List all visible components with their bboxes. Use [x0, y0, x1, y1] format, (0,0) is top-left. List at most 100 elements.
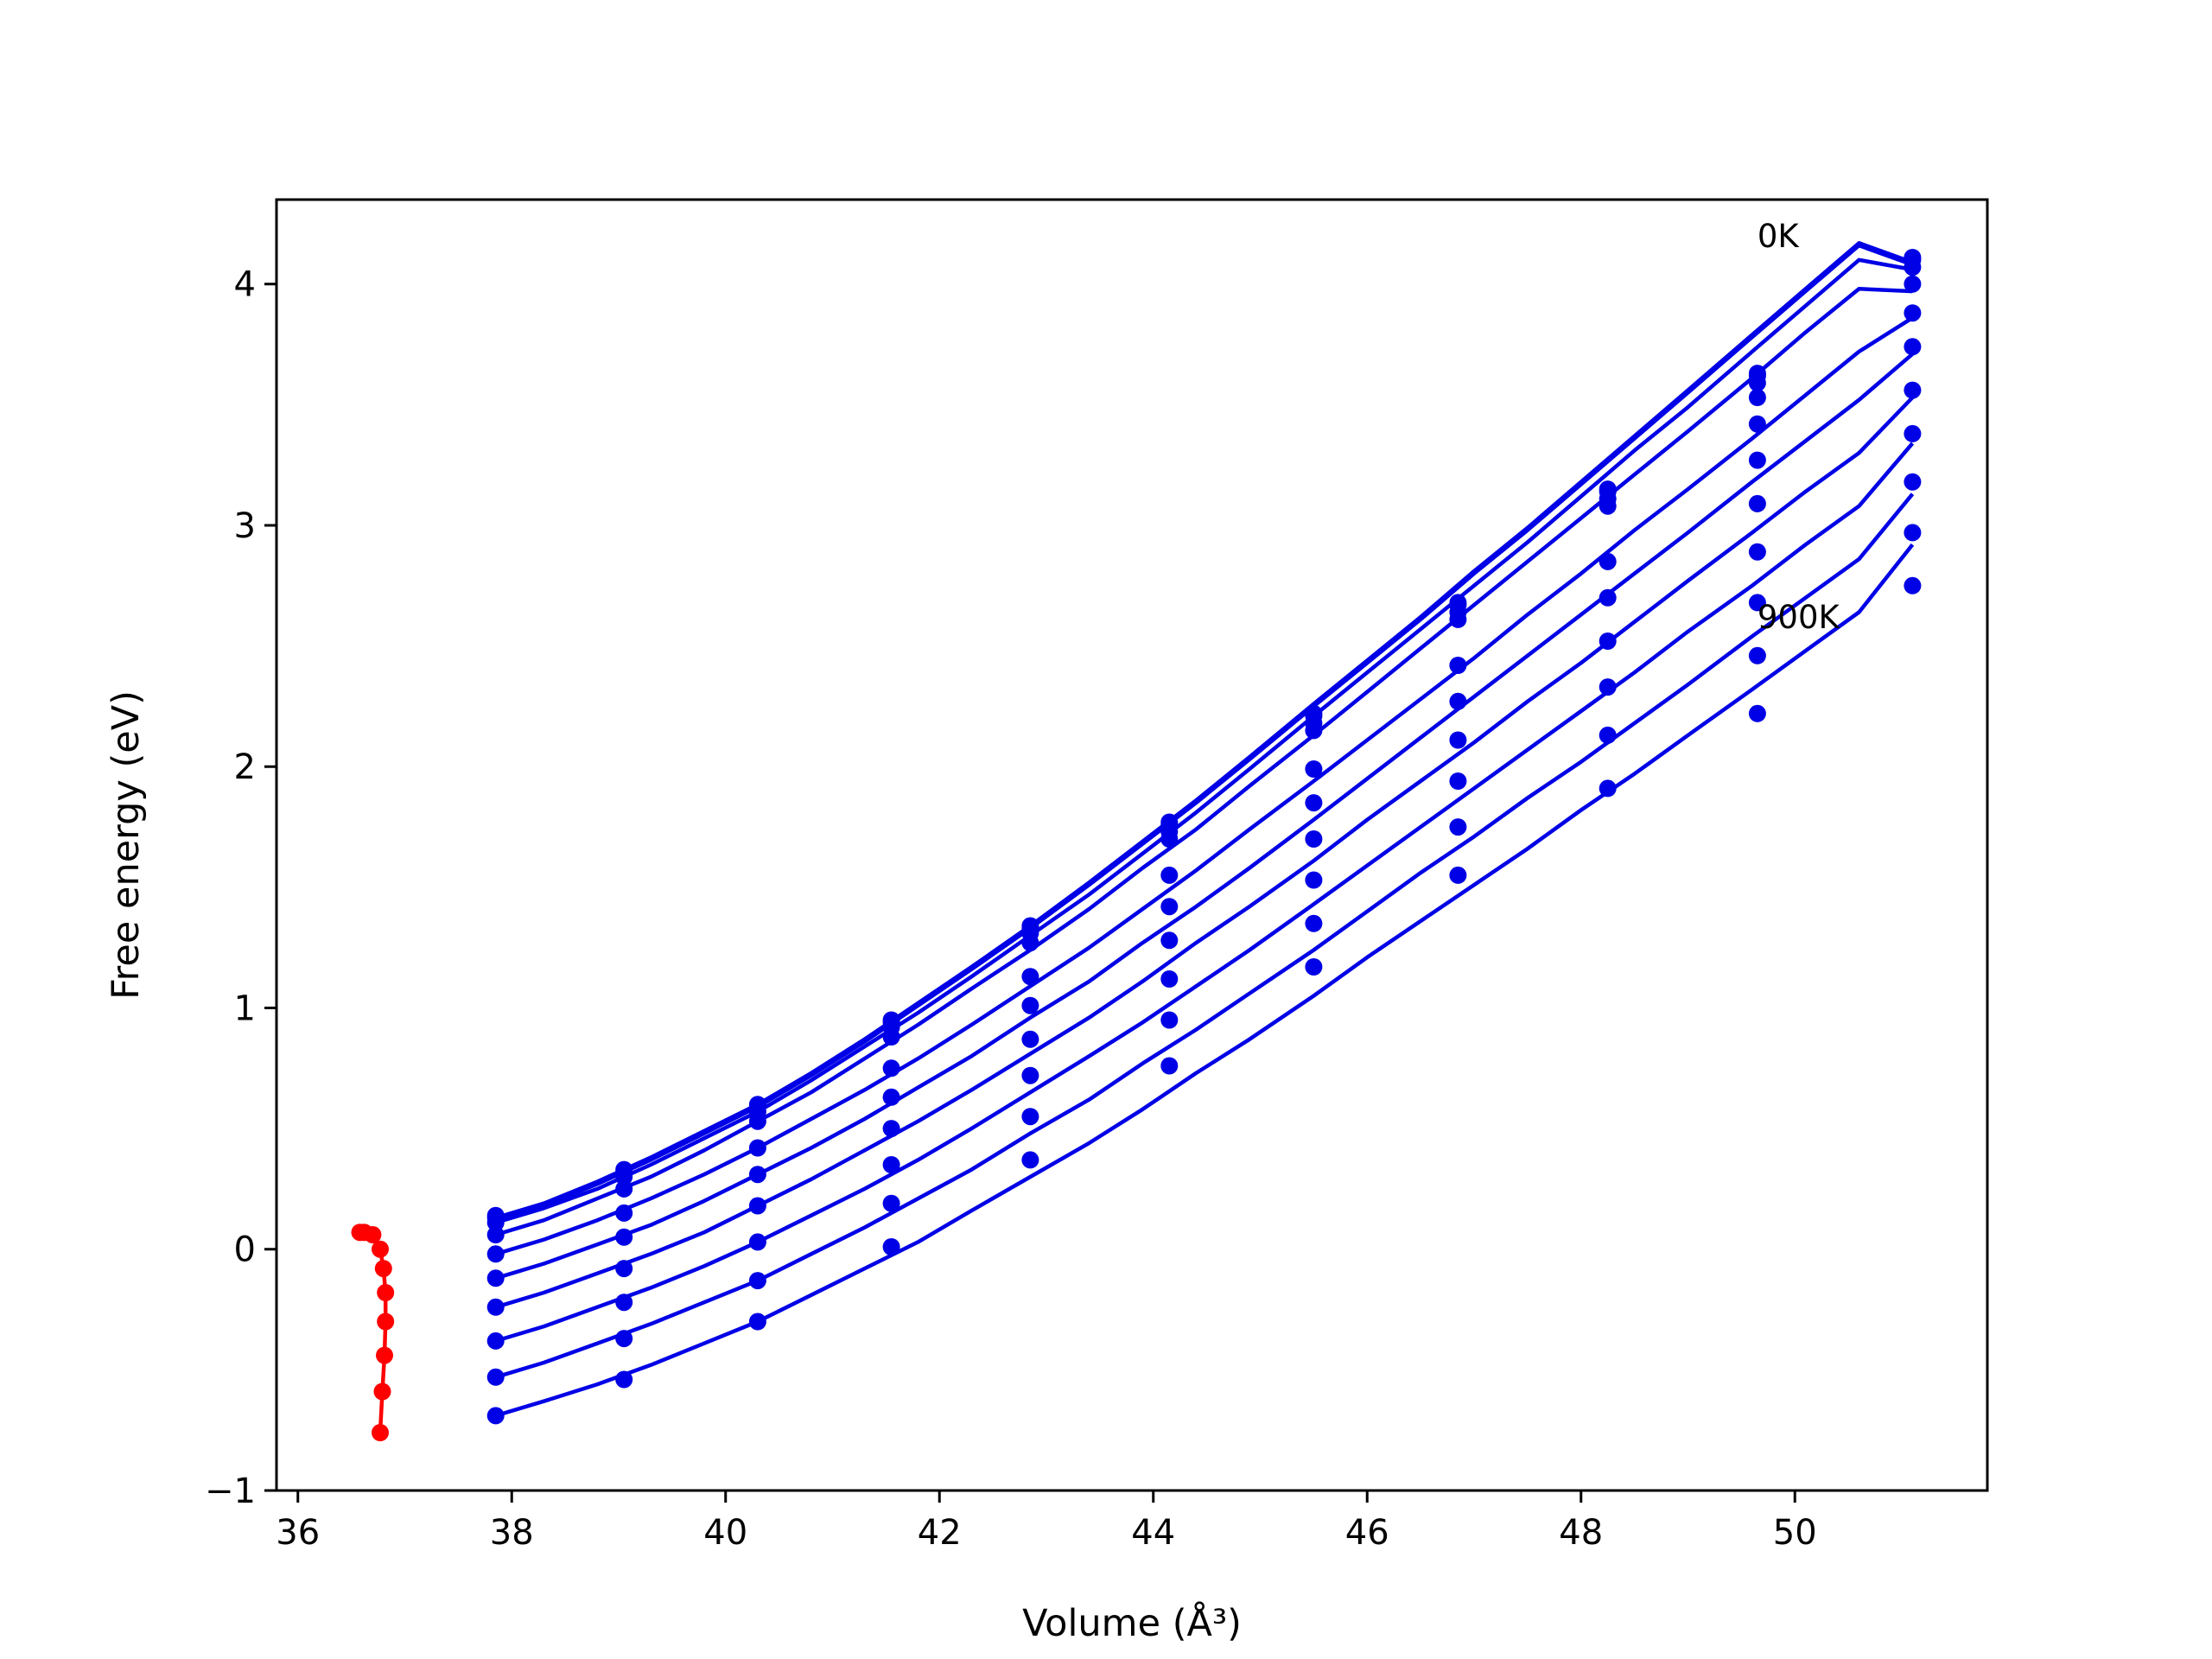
series-8-point-8: [1599, 726, 1617, 744]
series-5-point-7: [1449, 692, 1467, 710]
annotation-0k: 0K: [1758, 218, 1801, 255]
series-5-point-5: [1160, 898, 1179, 916]
plot-frame: [275, 198, 1989, 1492]
minimum-path-point-4: [374, 1260, 392, 1278]
series-6-point-2: [748, 1197, 766, 1215]
series-9-point-8: [1599, 779, 1617, 798]
x-tick-label-1: 38: [490, 1513, 534, 1553]
x-axis-label: Volume (Å³): [1022, 1601, 1242, 1645]
series-3-point-8: [1599, 497, 1617, 515]
y-tick-label-5: 4: [234, 265, 256, 305]
minimum-path-layer: [351, 1224, 395, 1441]
series-5-point-9: [1748, 451, 1766, 469]
series-4-point-4: [1021, 968, 1039, 986]
series-7-fit-line: [495, 442, 1915, 1344]
series-6-point-3: [882, 1120, 900, 1138]
y-tick-label-2: 1: [234, 988, 256, 1028]
series-3-point-3: [882, 1028, 900, 1046]
series-3-point-5: [1160, 830, 1179, 848]
series-6: [486, 381, 1922, 1316]
series-2-point-1: [615, 1168, 633, 1185]
series-3: [486, 275, 1922, 1243]
series-7-point-3: [882, 1156, 900, 1173]
series-5-point-0: [486, 1269, 505, 1287]
series-7-point-7: [1449, 772, 1467, 790]
series-7-point-5: [1160, 970, 1179, 988]
series-3-point-10: [1904, 275, 1922, 293]
series-3-point-7: [1449, 610, 1467, 628]
series-5-point-8: [1599, 588, 1617, 607]
series-5-point-4: [1021, 996, 1039, 1014]
x-axis-ticks: 36 38 40 42 44 46 48 50: [276, 1491, 1817, 1553]
series-4-point-3: [882, 1059, 900, 1077]
y-tick-label-1: 0: [234, 1230, 256, 1270]
series-8: [486, 473, 1922, 1386]
minimum-path-point-8: [373, 1382, 391, 1401]
x-tick-label-6: 48: [1559, 1513, 1603, 1553]
series-9-point-0: [486, 1407, 505, 1425]
series-3-fit-line: [495, 287, 1913, 1237]
series-2-point-0: [486, 1214, 505, 1231]
series-3-point-0: [486, 1226, 505, 1243]
series-3-point-6: [1305, 721, 1323, 740]
series-5-fit-line: [495, 352, 1914, 1281]
y-tick-label-3: 2: [234, 747, 256, 787]
series-6-point-4: [1021, 1030, 1039, 1048]
series-9-point-2: [748, 1313, 766, 1331]
x-tick-label-0: 36: [276, 1513, 320, 1553]
series-6-point-6: [1305, 830, 1323, 848]
minimum-path-point-2: [364, 1226, 382, 1243]
series-10-point-9: [1748, 704, 1766, 722]
series-8-point-3: [882, 1194, 900, 1212]
series-8-point-5: [1160, 1011, 1179, 1029]
series-9-point-1: [615, 1370, 633, 1389]
series-6-point-1: [615, 1260, 633, 1278]
x-tick-label-3: 42: [918, 1513, 962, 1553]
series-3-point-9: [1748, 389, 1766, 406]
series-8-point-2: [748, 1272, 766, 1290]
series-1-fit-line: [495, 243, 1914, 1223]
series-6-point-7: [1449, 731, 1467, 749]
series-4-point-6: [1305, 760, 1323, 778]
x-tick-label-4: 44: [1131, 1513, 1175, 1553]
series-5-point-3: [882, 1088, 900, 1106]
series-7-point-4: [1021, 1066, 1039, 1084]
series-9-point-3: [882, 1238, 900, 1255]
series-4-point-5: [1160, 866, 1179, 884]
series-8-point-0: [486, 1368, 505, 1386]
series-2-fit-line: [495, 257, 1913, 1225]
x-tick-label-5: 46: [1345, 1513, 1389, 1553]
series-9-point-5: [1160, 1057, 1179, 1075]
series-3-point-4: [1021, 934, 1039, 952]
series-9-point-10: [1904, 524, 1922, 542]
series-7-point-6: [1305, 871, 1323, 889]
annotation-900k: 900K: [1758, 599, 1841, 636]
series-8-point-4: [1021, 1108, 1039, 1126]
series-9-point-6: [1305, 958, 1323, 976]
series-6-fit-line: [495, 396, 1915, 1309]
series-4-point-9: [1748, 415, 1766, 433]
series-7-point-1: [615, 1294, 633, 1312]
y-tick-label-4: 3: [234, 506, 256, 546]
y-axis-label: Free energy (eV): [105, 690, 148, 1000]
series-3-point-1: [615, 1179, 633, 1198]
y-tick-label-0: −1: [205, 1471, 256, 1511]
series-6-point-8: [1599, 632, 1617, 650]
series-5-point-1: [615, 1228, 633, 1246]
x-tick-label-7: 50: [1773, 1513, 1817, 1553]
minimum-path-point-6: [377, 1313, 395, 1331]
series-8-fit-line: [495, 493, 1915, 1379]
series-4-point-7: [1449, 657, 1467, 674]
minimum-path-point-5: [377, 1284, 395, 1301]
series-8-point-7: [1449, 818, 1467, 836]
series-2-point-10: [1904, 258, 1922, 276]
series-4: [486, 304, 1922, 1263]
minimum-path-point-9: [372, 1424, 389, 1441]
series-10: [1748, 576, 1922, 722]
series-7-point-8: [1599, 678, 1617, 696]
series-9-point-4: [1021, 1151, 1039, 1169]
x-tick-label-2: 40: [703, 1513, 747, 1553]
series-9: [486, 524, 1922, 1425]
